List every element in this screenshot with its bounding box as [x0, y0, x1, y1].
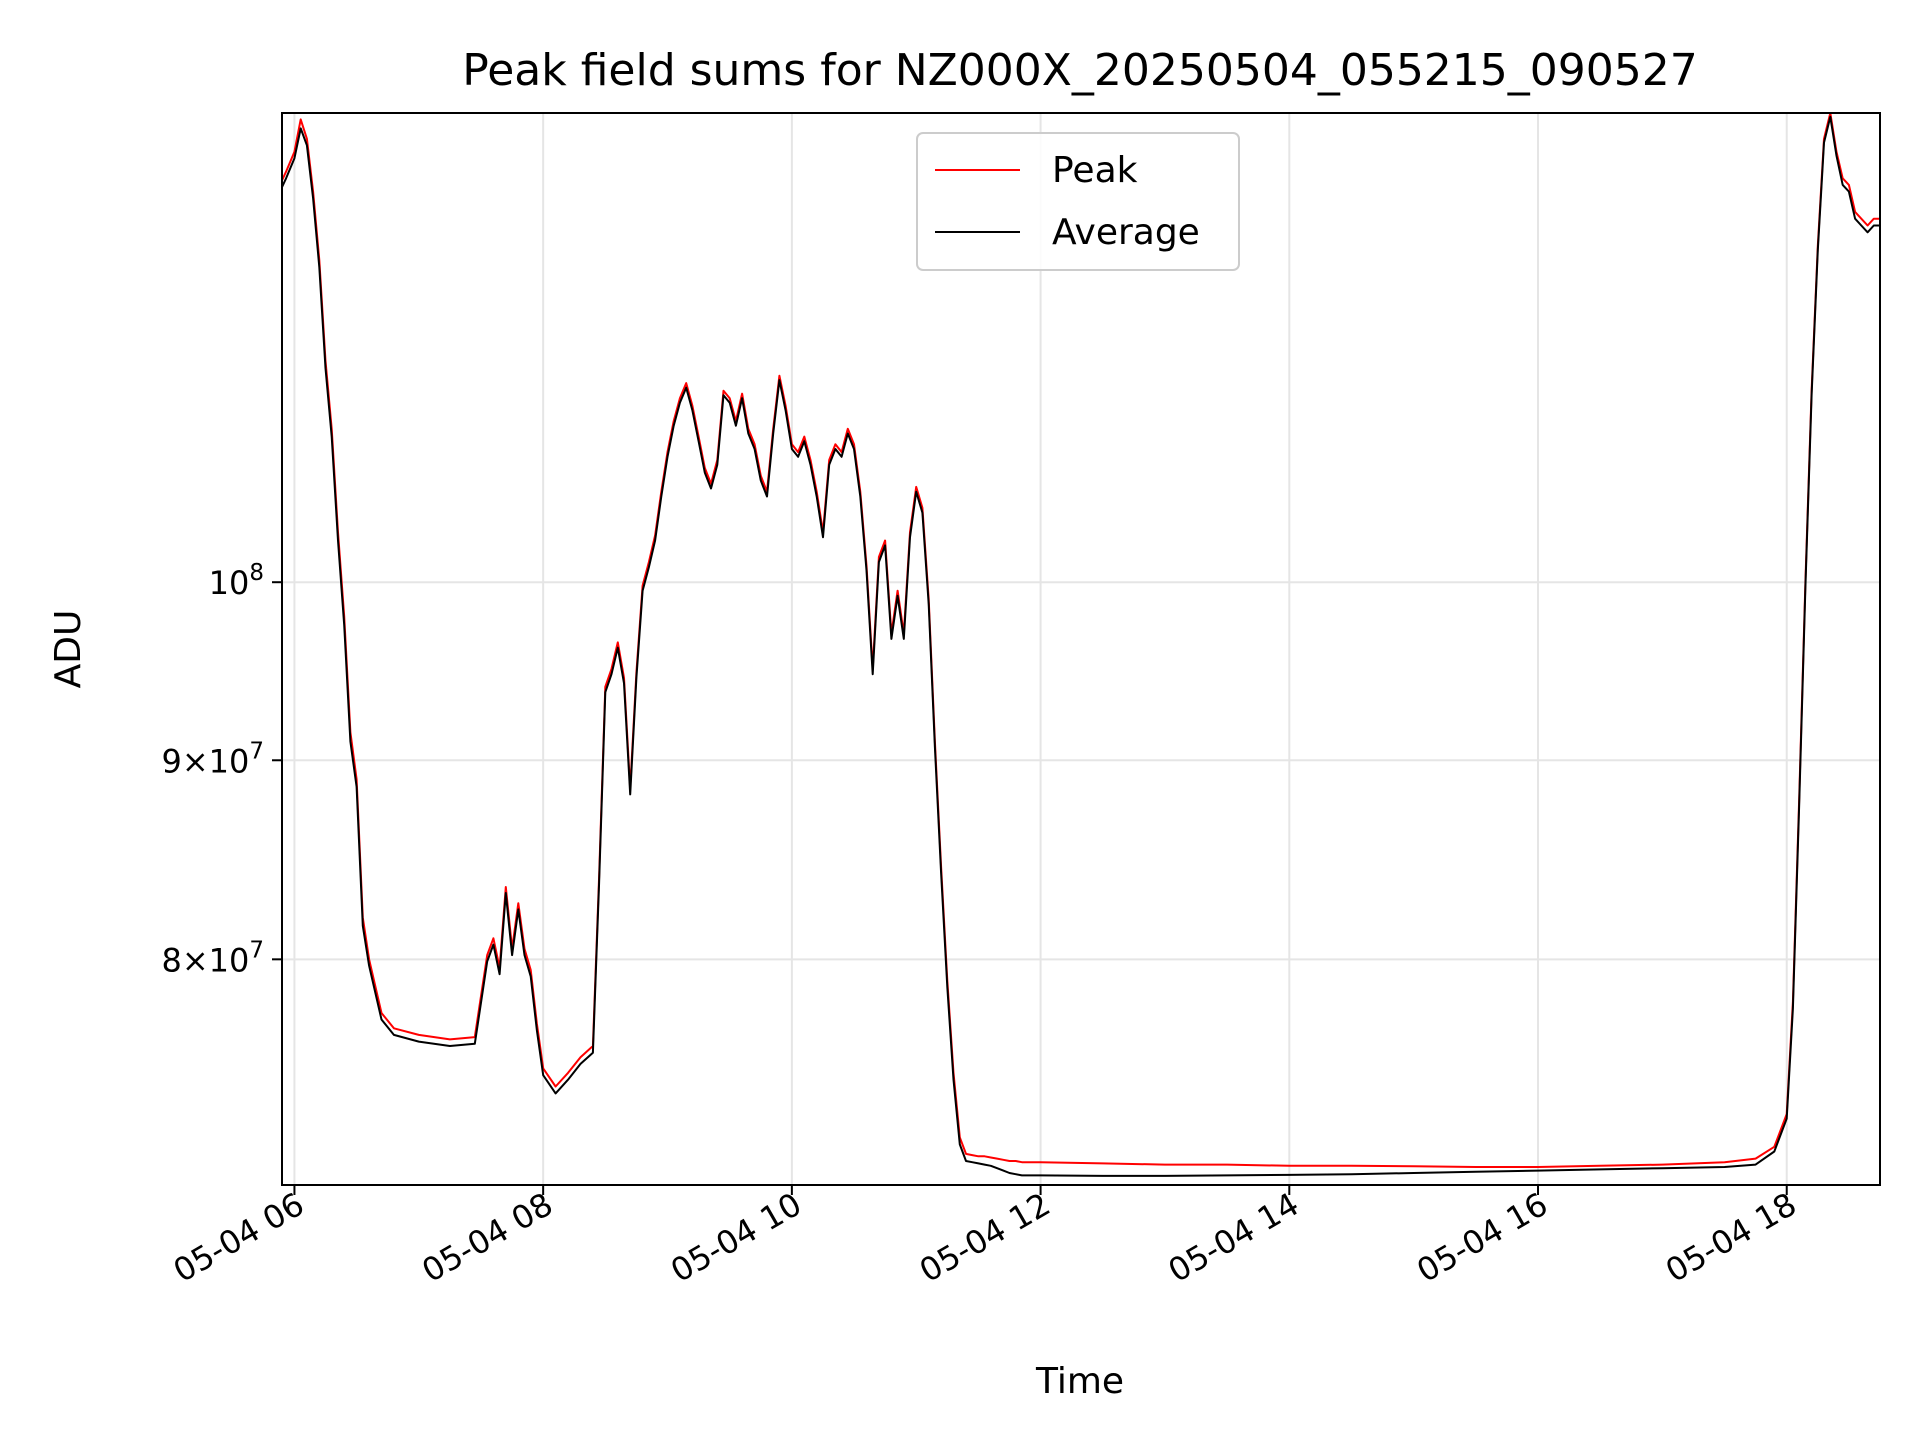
y-tick-label: 108: [209, 560, 264, 602]
legend: Peak Average: [916, 132, 1240, 271]
y-axis: 8×107 9×107 108: [161, 560, 282, 979]
chart-title: Peak field sums for NZ000X_20250504_0552…: [462, 45, 1698, 96]
x-axis-label: Time: [1035, 1361, 1124, 1402]
plot-frame: [281, 112, 1881, 1186]
y-tick-label: 9×107: [161, 738, 264, 780]
legend-box: [916, 132, 1240, 271]
y-tick-label: 8×107: [161, 937, 264, 979]
legend-label-average: Average: [1052, 212, 1200, 253]
series-layer: [282, 113, 1880, 1177]
grid: [282, 113, 1880, 1185]
series-line-average: [282, 115, 1880, 1177]
legend-label-peak: Peak: [1052, 150, 1138, 191]
y-axis-label: ADU: [48, 610, 89, 689]
